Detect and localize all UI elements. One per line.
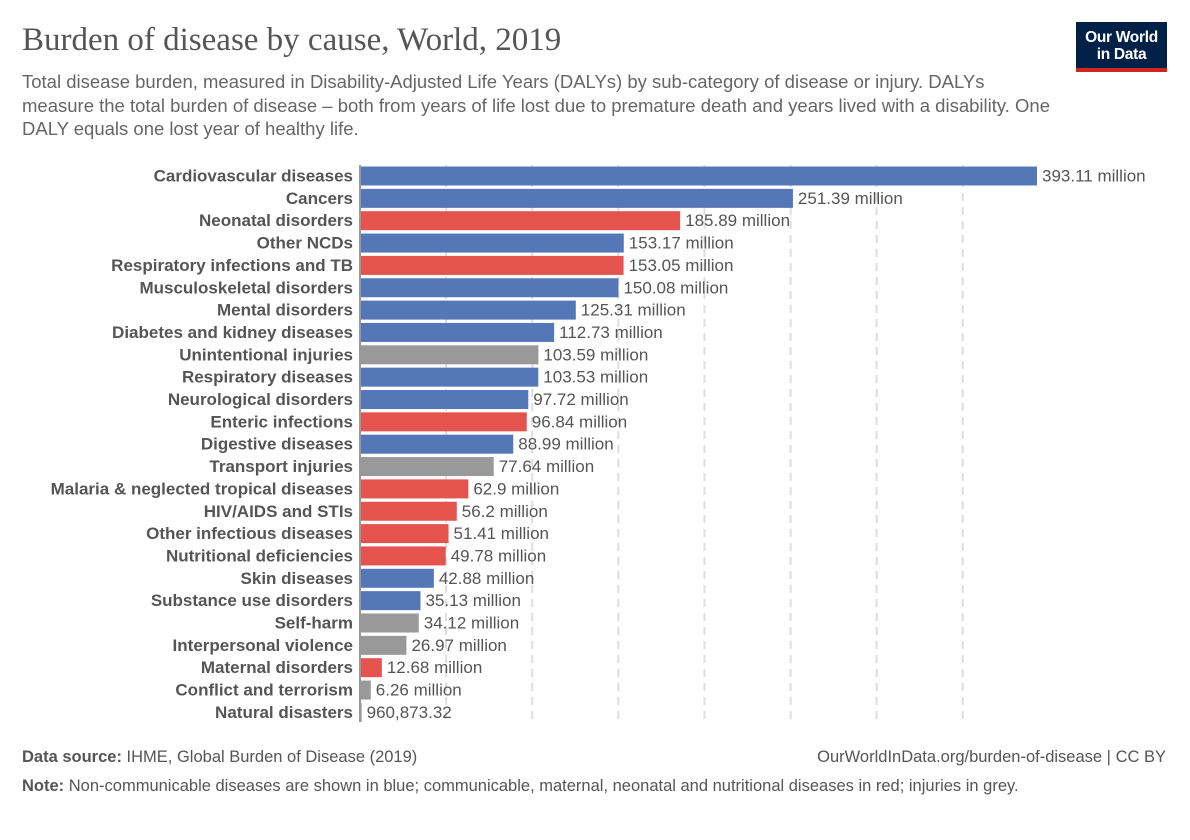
category-label: Digestive diseases — [201, 435, 353, 454]
category-label: Mental disorders — [217, 301, 353, 320]
note: Note: Non-communicable diseases are show… — [22, 777, 1019, 795]
category-label: Cardiovascular diseases — [154, 167, 353, 186]
category-label: Unintentional injuries — [179, 345, 353, 364]
category-label: Respiratory diseases — [182, 368, 353, 387]
bar[interactable] — [360, 278, 619, 298]
bar-chart: Cardiovascular diseases 393.11 million Can… — [51, 165, 1146, 722]
data-label: 153.05 million — [629, 256, 734, 275]
bar[interactable] — [360, 524, 449, 544]
bar[interactable] — [360, 635, 407, 655]
bar[interactable] — [360, 501, 457, 521]
bar[interactable] — [360, 233, 624, 253]
bar[interactable] — [360, 479, 469, 499]
category-label: Cancers — [286, 189, 353, 208]
data-label: 103.59 million — [543, 345, 648, 364]
chart-title: Burden of disease by cause, World, 2019 — [22, 22, 562, 58]
data-label: 56.2 million — [462, 502, 548, 521]
data-label: 12.68 million — [387, 658, 482, 677]
category-label: Interpersonal violence — [173, 636, 353, 655]
bar[interactable] — [360, 345, 539, 365]
bar[interactable] — [360, 680, 371, 700]
bar[interactable] — [360, 591, 421, 611]
bar[interactable] — [360, 300, 576, 320]
data-label: 393.11 million — [1042, 167, 1146, 186]
data-label: 125.31 million — [581, 301, 686, 320]
category-label: Nutritional deficiencies — [166, 546, 353, 565]
bar[interactable] — [360, 166, 1037, 186]
category-label: Transport injuries — [209, 457, 353, 476]
category-label: Respiratory infections and TB — [111, 256, 353, 275]
data-label: 153.17 million — [629, 234, 734, 253]
license-link[interactable]: CC BY — [1115, 748, 1166, 766]
category-label: Skin diseases — [241, 569, 353, 588]
bar[interactable] — [360, 367, 539, 387]
data-label: 97.72 million — [533, 390, 628, 409]
category-label: Neonatal disorders — [199, 211, 353, 230]
data-label: 103.53 million — [543, 368, 648, 387]
bar[interactable] — [360, 322, 555, 342]
owid-logo[interactable]: Our World in Data — [1076, 22, 1167, 72]
bar[interactable] — [360, 188, 793, 208]
category-label: Enteric infections — [210, 412, 353, 431]
data-label: 51.41 million — [454, 524, 549, 543]
data-label: 96.84 million — [532, 412, 627, 431]
data-label: 251.39 million — [798, 189, 903, 208]
data-label: 49.78 million — [451, 546, 546, 565]
category-label: Diabetes and kidney diseases — [112, 323, 353, 342]
category-label: Maternal disorders — [201, 658, 353, 677]
data-label: 150.08 million — [623, 278, 728, 297]
data-label: 185.89 million — [685, 211, 790, 230]
bar[interactable] — [360, 568, 434, 588]
data-label: 34.12 million — [424, 614, 519, 633]
data-source: Data source: IHME, Global Burden of Dise… — [22, 748, 418, 766]
bar[interactable] — [360, 546, 446, 566]
category-label: Conflict and terrorism — [175, 681, 353, 700]
category-label: Substance use disorders — [151, 591, 353, 610]
bar[interactable] — [360, 457, 494, 477]
bar[interactable] — [360, 434, 514, 454]
category-label: Malaria & neglected tropical diseases — [51, 479, 353, 498]
data-label: 26.97 million — [411, 636, 506, 655]
category-label: Other NCDs — [257, 234, 353, 253]
bar[interactable] — [360, 390, 529, 409]
category-label: Natural disasters — [215, 703, 353, 722]
bar[interactable] — [360, 412, 527, 432]
bar[interactable] — [360, 255, 624, 275]
data-label: 35.13 million — [425, 591, 520, 610]
category-label: Other infectious diseases — [146, 524, 353, 543]
category-label: Neurological disorders — [168, 390, 353, 409]
bar[interactable] — [360, 613, 419, 633]
chart-subtitle: Total disease burden, measured in Disabi… — [22, 71, 1051, 139]
data-label: 112.73 million — [559, 323, 663, 342]
data-label: 88.99 million — [518, 435, 613, 454]
data-label: 62.9 million — [473, 479, 559, 498]
data-label: 6.26 million — [376, 681, 462, 700]
category-label: Musculoskeletal disorders — [139, 278, 353, 297]
burden-link[interactable]: OurWorldInData.org/burden-of-disease — [817, 748, 1103, 766]
bar[interactable] — [360, 211, 681, 231]
data-label: 960,873.32 — [367, 703, 452, 722]
data-label: 42.88 million — [439, 569, 534, 588]
category-label: Self-harm — [275, 614, 353, 633]
source-link: OurWorldInData.org/burden-of-disease | C… — [817, 748, 1166, 766]
bar[interactable] — [360, 658, 382, 678]
data-label: 77.64 million — [499, 457, 594, 476]
category-label: HIV/AIDS and STIs — [204, 502, 353, 521]
